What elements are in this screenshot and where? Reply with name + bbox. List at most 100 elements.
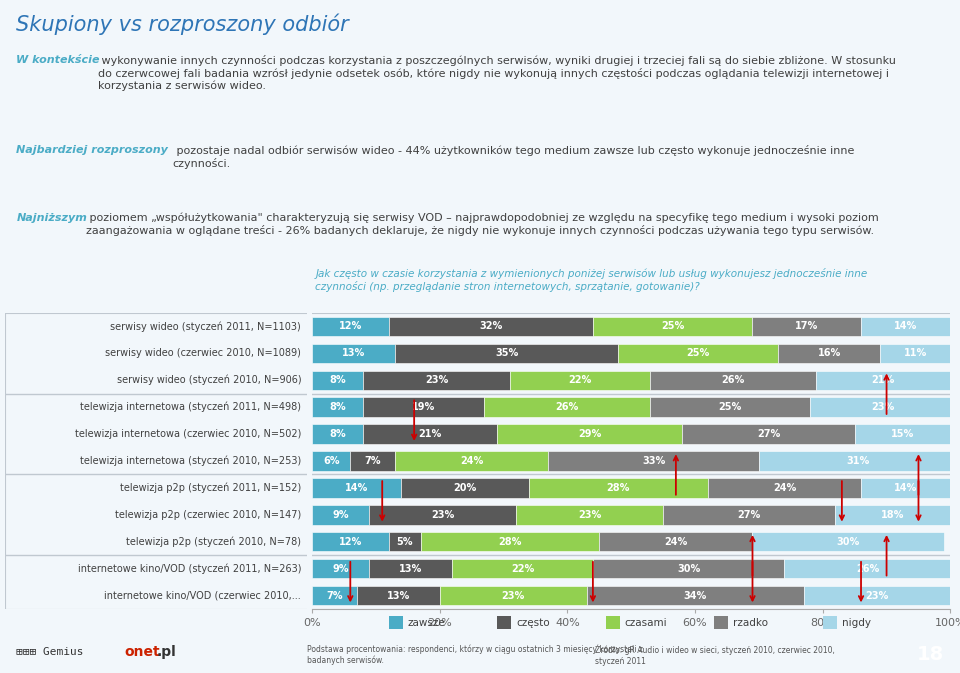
Text: często: często	[516, 618, 550, 627]
Text: 35%: 35%	[495, 349, 518, 358]
Text: telewizja internetowa (czerwiec 2010, N=502): telewizja internetowa (czerwiec 2010, N=…	[75, 429, 301, 439]
Text: 28%: 28%	[607, 483, 630, 493]
Text: 20%: 20%	[453, 483, 477, 493]
Text: czasami: czasami	[625, 618, 667, 627]
Bar	[312, 344, 395, 363]
Text: 27%: 27%	[737, 510, 761, 520]
Bar	[714, 616, 729, 629]
Bar	[389, 532, 420, 551]
Text: zawsze: zawsze	[408, 618, 445, 627]
Bar	[452, 559, 593, 578]
Bar	[312, 532, 389, 551]
Text: Najbardziej rozproszony: Najbardziej rozproszony	[16, 145, 168, 155]
Bar	[363, 398, 485, 417]
Text: telewizja internetowa (styczeń 2010, N=253): telewizja internetowa (styczeń 2010, N=2…	[80, 456, 301, 466]
Text: 26%: 26%	[556, 402, 579, 412]
Bar	[363, 371, 510, 390]
Text: 23%: 23%	[501, 591, 525, 600]
Text: 21%: 21%	[419, 429, 442, 439]
Bar	[753, 532, 944, 551]
Bar	[599, 532, 753, 551]
Bar	[618, 344, 778, 363]
Bar	[516, 505, 663, 524]
Bar	[485, 398, 650, 417]
Bar	[880, 344, 950, 363]
Bar	[312, 425, 363, 444]
Bar	[395, 344, 618, 363]
Bar	[395, 452, 548, 470]
Text: 5%: 5%	[396, 537, 413, 546]
Bar	[510, 371, 650, 390]
Text: telewizja p2p (styczeń 2011, N=152): telewizja p2p (styczeń 2011, N=152)	[120, 483, 301, 493]
Bar	[312, 479, 401, 497]
Text: Najniższym: Najniższym	[16, 213, 87, 223]
Text: 23%: 23%	[425, 376, 448, 385]
Text: 7%: 7%	[326, 591, 343, 600]
Text: 25%: 25%	[686, 349, 709, 358]
Text: 13%: 13%	[342, 349, 365, 358]
Bar	[497, 616, 511, 629]
Bar	[312, 505, 370, 524]
Text: 8%: 8%	[329, 429, 346, 439]
Bar	[593, 559, 784, 578]
Text: 8%: 8%	[329, 376, 346, 385]
Text: 26%: 26%	[855, 564, 879, 573]
Text: 30%: 30%	[677, 564, 700, 573]
Bar	[363, 425, 497, 444]
Bar	[593, 317, 753, 336]
Text: 9%: 9%	[332, 510, 349, 520]
Text: 14%: 14%	[345, 483, 369, 493]
Bar	[650, 398, 810, 417]
Bar	[650, 371, 816, 390]
Bar	[312, 317, 389, 336]
Bar	[708, 479, 861, 497]
Bar	[816, 371, 950, 390]
Text: poziomem „współużytkowania" charakteryzują się serwisy VOD – najprawdopodobniej : poziomem „współużytkowania" charakteryzu…	[86, 213, 879, 236]
Text: 18%: 18%	[881, 510, 904, 520]
Text: ⊞⊞⊞ Gemius: ⊞⊞⊞ Gemius	[16, 647, 84, 658]
Text: telewizja p2p (czerwiec 2010, N=147): telewizja p2p (czerwiec 2010, N=147)	[115, 510, 301, 520]
Text: 21%: 21%	[872, 376, 895, 385]
Bar	[861, 479, 950, 497]
Text: 6%: 6%	[323, 456, 340, 466]
Text: 30%: 30%	[836, 537, 860, 546]
Bar	[854, 425, 950, 444]
Bar	[357, 586, 440, 605]
Bar	[497, 425, 683, 444]
Text: Skupiony vs rozproszony odbiór: Skupiony vs rozproszony odbiór	[16, 13, 349, 35]
Text: 23%: 23%	[431, 510, 454, 520]
Text: W kontekście: W kontekście	[16, 55, 100, 65]
Bar	[312, 586, 357, 605]
Text: 13%: 13%	[387, 591, 410, 600]
Text: 12%: 12%	[339, 537, 362, 546]
Text: 28%: 28%	[498, 537, 521, 546]
Text: Podstawa procentowania: respondenci, którzy w ciągu ostatnich 3 miesięcy korzyst: Podstawa procentowania: respondenci, któ…	[307, 645, 643, 665]
Bar	[663, 505, 835, 524]
Bar	[389, 616, 402, 629]
Text: nigdy: nigdy	[842, 618, 871, 627]
Text: 17%: 17%	[795, 322, 818, 331]
Text: 7%: 7%	[365, 456, 381, 466]
Bar	[548, 452, 759, 470]
Text: 14%: 14%	[894, 483, 918, 493]
Text: 24%: 24%	[664, 537, 687, 546]
Text: 31%: 31%	[846, 456, 870, 466]
Text: Źródło: gR Audio i wideo w sieci, styczeń 2010, czerwiec 2010,
styczeń 2011: Źródło: gR Audio i wideo w sieci, stycze…	[595, 645, 835, 666]
Text: 24%: 24%	[773, 483, 796, 493]
Bar	[784, 559, 950, 578]
Text: telewizja internetowa (styczeń 2011, N=498): telewizja internetowa (styczeń 2011, N=4…	[80, 402, 301, 413]
Bar	[804, 586, 950, 605]
Text: 23%: 23%	[865, 591, 889, 600]
Bar	[312, 371, 363, 390]
Bar	[835, 505, 950, 524]
Bar	[312, 559, 370, 578]
Text: onet: onet	[125, 645, 160, 660]
Bar	[606, 616, 620, 629]
Bar	[312, 452, 350, 470]
Bar	[312, 398, 363, 417]
Text: internetowe kino/VOD (styczeń 2011, N=263): internetowe kino/VOD (styczeń 2011, N=26…	[78, 563, 301, 574]
Text: serwisy wideo (styczeń 2010, N=906): serwisy wideo (styczeń 2010, N=906)	[116, 375, 301, 386]
Text: 23%: 23%	[872, 402, 895, 412]
Text: 25%: 25%	[718, 402, 742, 412]
Bar	[401, 479, 529, 497]
